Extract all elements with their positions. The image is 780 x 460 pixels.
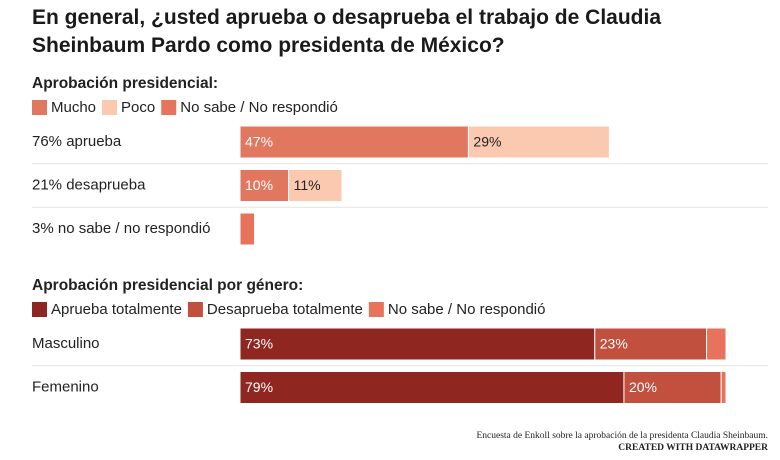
bar-segment: [288, 169, 343, 202]
category-label: 76% aprueba: [32, 133, 122, 150]
category-label: Masculino: [32, 335, 100, 352]
legend-swatch: [102, 100, 118, 115]
legend-label: Mucho: [51, 99, 96, 116]
legend-swatch: [32, 100, 47, 115]
legend-label: Aprueba totalmente: [51, 301, 182, 318]
title: En general, ¿usted aprueba o desaprueba …: [32, 6, 661, 57]
category-label: 3% no sabe / no respondió: [32, 220, 210, 237]
legend-swatch: [32, 302, 47, 317]
legend-swatch: [368, 302, 384, 317]
bar-segment: [239, 371, 625, 404]
category-label: Femenino: [32, 378, 99, 395]
source-note: Encuesta de Enkoll sobre la aprobación d…: [476, 431, 768, 441]
category-label: 21% desaprueba: [32, 176, 146, 193]
value-label: 29%: [473, 134, 501, 150]
legend-label: Poco: [121, 99, 155, 116]
legend-label: Desaprueba totalmente: [207, 301, 363, 318]
value-label: 47%: [245, 134, 273, 150]
bar-segment: [239, 169, 290, 202]
bar-segment: [239, 125, 469, 159]
value-label: 10%: [245, 177, 273, 193]
legend-swatch: [161, 100, 177, 115]
bar-segment: [706, 327, 727, 361]
value-label: 73%: [245, 336, 273, 352]
bar-segment: [623, 371, 722, 404]
value-label: 23%: [600, 336, 628, 352]
legend-label: No sabe / No respondió: [388, 301, 546, 318]
bar-segment: [239, 212, 256, 246]
value-label: 79%: [245, 379, 273, 395]
chart-heading: Aprobación presidencial:: [32, 75, 218, 92]
chart-heading: Aprobación presidencial por género:: [32, 277, 303, 294]
legend-swatch: [187, 302, 203, 317]
bar-segment: [720, 371, 727, 404]
value-label: 11%: [294, 177, 321, 193]
value-label: 20%: [629, 379, 657, 395]
credit: CREATED WITH DATAWRAPPER: [618, 443, 768, 453]
legend-label: No sabe / No respondió: [180, 99, 338, 116]
bar-segment: [467, 125, 610, 159]
bar-segment: [239, 327, 596, 361]
